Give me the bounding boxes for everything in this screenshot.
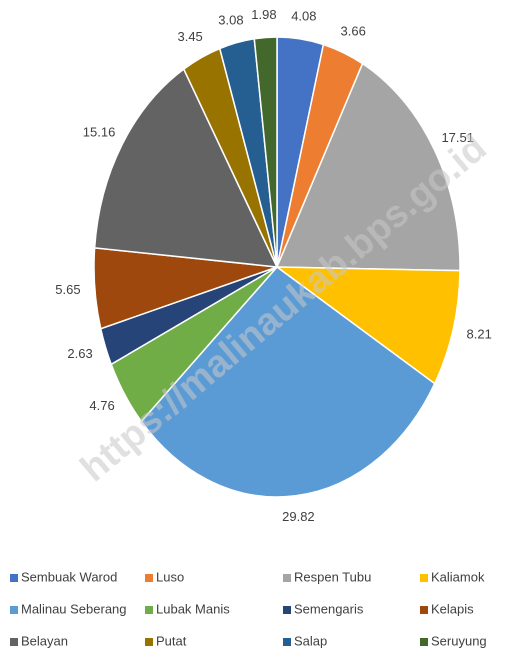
- legend-label: Malinau Seberang: [21, 601, 127, 616]
- legend-label: Semengaris: [294, 601, 364, 616]
- data-label: 3.08: [218, 13, 243, 28]
- legend-swatch: [145, 606, 153, 614]
- pie-slice: [275, 62, 461, 272]
- legend-swatch: [420, 574, 428, 582]
- legend-swatch: [10, 574, 18, 582]
- legend-swatch: [10, 638, 18, 646]
- data-label: 2.63: [67, 346, 92, 361]
- legend-label: Seruyung: [431, 633, 487, 648]
- pie-slice: [93, 67, 279, 268]
- legend-label: Luso: [156, 569, 184, 584]
- legend-label: Sembuak Warod: [21, 569, 117, 584]
- legend-label: Belayan: [21, 633, 68, 648]
- data-label: 4.08: [291, 9, 316, 24]
- legend-label: Kelapis: [431, 601, 474, 616]
- legend-label: Kaliamok: [431, 569, 485, 584]
- pie-slice: [274, 266, 461, 385]
- data-label: 17.51: [441, 130, 474, 145]
- legend-swatch: [10, 606, 18, 614]
- data-label: 8.21: [467, 327, 492, 342]
- legend-swatch: [283, 606, 291, 614]
- data-label: 29.82: [282, 509, 315, 524]
- data-label: 3.66: [341, 24, 366, 39]
- legend-label: Salap: [294, 633, 327, 648]
- legend-swatch: [145, 574, 153, 582]
- legend-swatch: [283, 574, 291, 582]
- legend-swatch: [420, 606, 428, 614]
- data-label: 3.45: [177, 29, 202, 44]
- data-label: 5.65: [55, 282, 80, 297]
- pie-slice: [140, 265, 436, 498]
- legend-label: Lubak Manis: [156, 601, 230, 616]
- legend-swatch: [283, 638, 291, 646]
- data-label: 4.76: [89, 398, 114, 413]
- legend-swatch: [145, 638, 153, 646]
- legend-label: Putat: [156, 633, 187, 648]
- data-label: 15.16: [83, 125, 116, 140]
- legend-label: Respen Tubu: [294, 569, 371, 584]
- legend-swatch: [420, 638, 428, 646]
- data-label: 1.98: [251, 7, 276, 22]
- pie-slice: [253, 36, 278, 268]
